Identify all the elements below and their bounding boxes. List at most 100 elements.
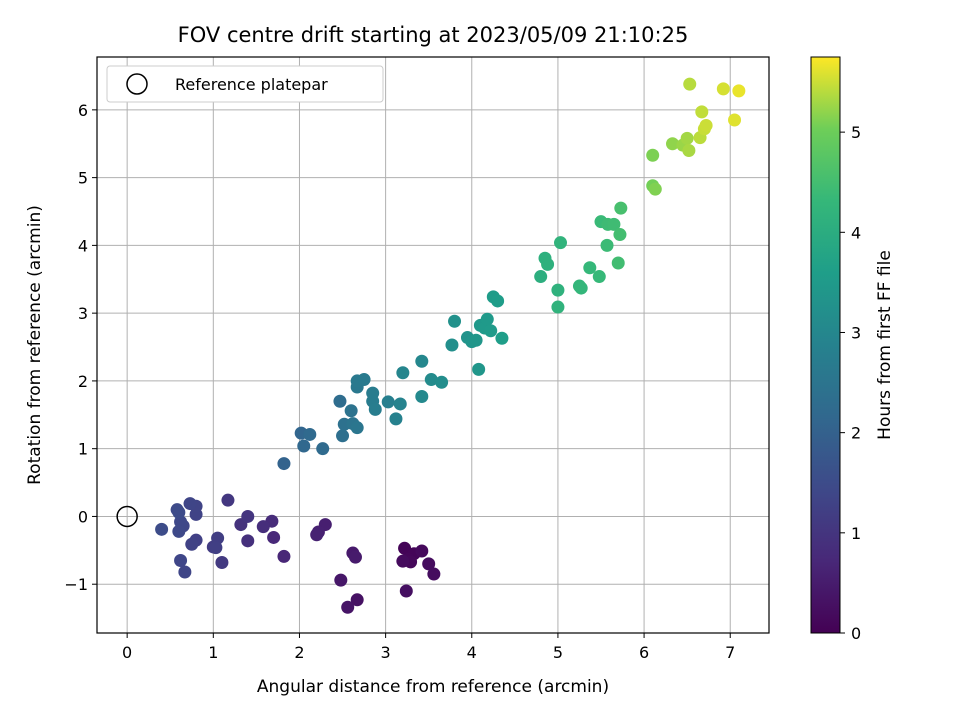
data-point: [303, 427, 317, 441]
data-point: [241, 534, 255, 548]
legend-box: [106, 65, 384, 103]
data-point: [415, 544, 429, 558]
data-point: [316, 442, 330, 456]
data-point: [592, 270, 606, 284]
data-point: [611, 256, 625, 270]
legend: Reference platepar: [106, 65, 384, 103]
data-point: [646, 148, 660, 162]
data-points: [116, 77, 746, 614]
data-point: [648, 182, 662, 196]
plot-frame: [96, 56, 770, 634]
data-point: [534, 270, 548, 284]
data-point: [357, 373, 371, 387]
data-point: [334, 573, 348, 587]
data-point: [541, 257, 555, 271]
data-point: [297, 439, 311, 453]
reference-platepar-marker: [116, 505, 138, 528]
y-tick-label: 1: [78, 440, 88, 459]
data-point: [469, 333, 483, 347]
data-point: [491, 294, 505, 308]
data-point: [398, 541, 412, 555]
x-tick-label: 7: [725, 643, 735, 662]
data-point: [699, 118, 713, 132]
x-tick-label: 4: [467, 643, 477, 662]
data-point: [333, 394, 347, 408]
data-point: [484, 324, 498, 338]
data-point: [427, 567, 441, 581]
data-point: [614, 201, 628, 215]
colorbar-tick-label: 5: [851, 123, 861, 142]
data-point: [221, 493, 235, 507]
data-point: [607, 217, 621, 231]
data-point: [350, 593, 364, 607]
data-point: [389, 412, 403, 426]
data-point: [256, 520, 270, 534]
data-point: [368, 402, 382, 416]
data-point: [551, 300, 565, 314]
data-point: [680, 131, 694, 145]
x-tick-label: 5: [553, 643, 563, 662]
data-point: [613, 228, 627, 242]
data-point: [415, 354, 429, 368]
chart-title: FOV centre drift starting at 2023/05/09 …: [178, 23, 689, 47]
data-point: [728, 113, 742, 127]
data-point: [174, 553, 188, 567]
data-point: [574, 281, 588, 295]
data-point: [435, 375, 449, 389]
data-point: [716, 82, 730, 96]
data-point: [666, 137, 680, 151]
data-point: [183, 497, 197, 511]
data-point: [424, 373, 438, 387]
data-point: [495, 331, 509, 345]
data-point: [448, 314, 462, 328]
y-tick-label: 0: [78, 507, 88, 526]
colorbar-tick-label: 3: [851, 323, 861, 342]
legend-marker-circle: [126, 73, 148, 95]
data-point: [396, 366, 410, 380]
data-point: [348, 550, 362, 564]
y-tick-label: 5: [78, 169, 88, 188]
colorbar-tick-label: 4: [851, 223, 861, 242]
x-tick-label: 3: [381, 643, 391, 662]
data-point: [267, 530, 281, 544]
data-point: [178, 565, 192, 579]
data-point: [336, 429, 350, 443]
data-point: [241, 509, 255, 523]
data-point: [422, 557, 436, 571]
data-point: [350, 421, 364, 435]
data-point: [185, 537, 199, 551]
data-point: [480, 312, 494, 326]
y-tick-label: −1: [64, 575, 88, 594]
data-point: [396, 554, 410, 568]
colorbar-tick-label: 1: [851, 524, 861, 543]
data-point: [172, 524, 186, 538]
data-point: [415, 390, 429, 404]
legend-label: Reference platepar: [175, 75, 328, 94]
data-point: [399, 584, 413, 598]
data-point: [341, 600, 355, 614]
x-axis-label: Angular distance from reference (arcmin): [257, 677, 609, 697]
data-point: [209, 541, 223, 555]
data-point: [215, 556, 229, 570]
data-point: [472, 362, 486, 376]
data-point: [277, 549, 291, 563]
data-point: [682, 144, 696, 158]
colorbar-ticks: 0 1 2 3 4 5: [840, 123, 861, 643]
x-tick-label: 0: [122, 643, 132, 662]
colorbar-gradient: [810, 56, 841, 634]
data-point: [695, 105, 709, 119]
colorbar-tick-label: 2: [851, 424, 861, 443]
x-tick-label: 6: [639, 643, 649, 662]
axis-ticks: 0 1 2 3 4 5 6 7 −1 0 1 2 3 4 5 6: [64, 101, 735, 662]
y-tick-label: 6: [78, 101, 88, 120]
data-point: [172, 505, 186, 519]
x-tick-label: 1: [208, 643, 218, 662]
data-point: [344, 404, 358, 418]
data-point: [445, 338, 459, 352]
colorbar: 0 1 2 3 4 5 Hours from first FF file: [810, 56, 895, 643]
data-point: [155, 522, 169, 536]
data-point: [732, 84, 746, 98]
data-point: [554, 236, 568, 250]
y-tick-label: 2: [78, 372, 88, 391]
